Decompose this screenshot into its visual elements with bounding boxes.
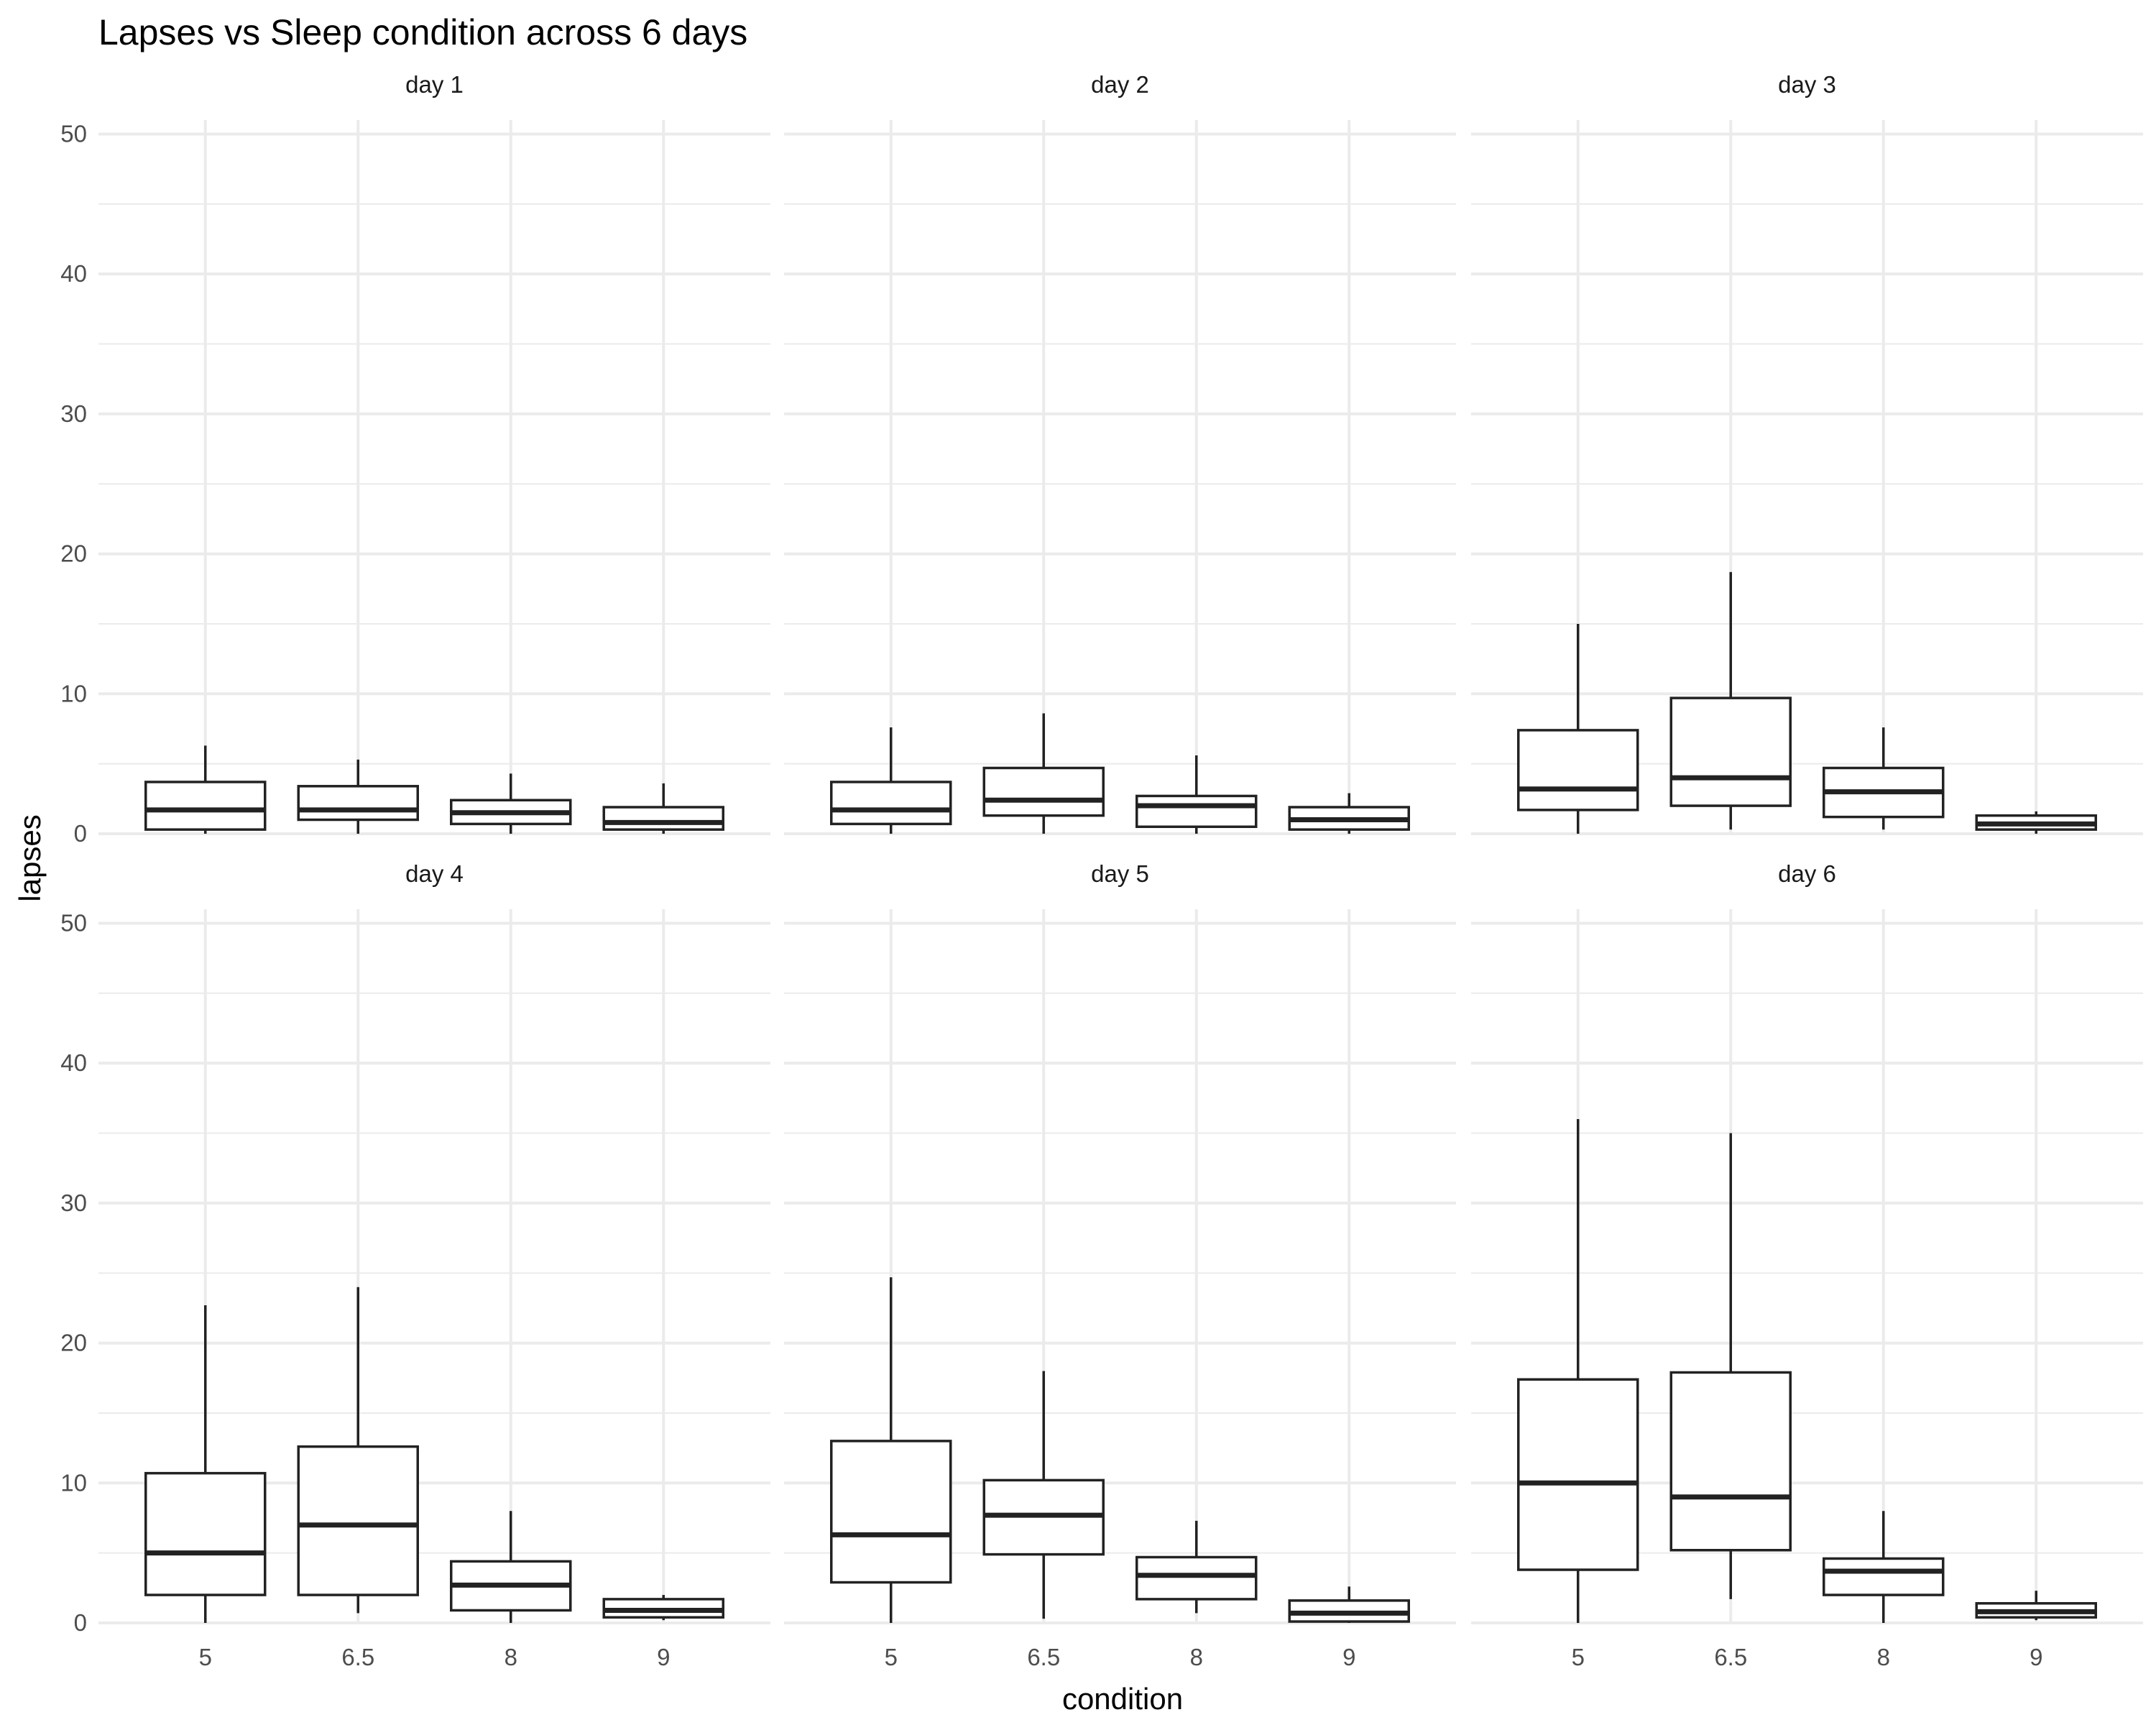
facet-panel: day 4 0 10 20 30 40 50 5 6.5 8 9: [60, 860, 770, 1670]
box-iqr: [1517, 729, 1639, 811]
boxplot-box-5: [144, 1305, 267, 1623]
chart-title: Lapses vs Sleep condition across 6 days: [98, 12, 747, 52]
box-iqr: [1669, 696, 1792, 807]
facet-label: day 4: [405, 860, 464, 887]
y-tick-label: 0: [74, 1609, 87, 1636]
boxplot-box-6.5: [982, 713, 1105, 834]
x-axis-title: condition: [1062, 1682, 1183, 1716]
y-tick-label: 30: [60, 1190, 87, 1216]
boxplot-box-8: [1135, 1520, 1258, 1614]
x-tick-label: 5: [1572, 1644, 1585, 1670]
y-tick-label: 0: [74, 820, 87, 847]
box-iqr: [982, 766, 1105, 817]
boxplot-box-8: [450, 773, 572, 834]
boxplot-box-5: [1517, 1119, 1639, 1623]
x-tick-label: 9: [1342, 1644, 1355, 1670]
y-axis-title: lapses: [13, 814, 47, 901]
box-iqr: [1669, 1371, 1792, 1552]
boxplot-box-5: [144, 745, 267, 834]
boxplot-box-6.5: [1669, 1133, 1792, 1599]
box-iqr: [1135, 1555, 1258, 1601]
facet-label: day 5: [1091, 860, 1149, 887]
boxplot-box-6.5: [982, 1371, 1105, 1619]
boxplot-box-9: [1975, 1591, 2097, 1621]
facet-label: day 3: [1778, 71, 1836, 98]
x-tick-label: 5: [199, 1644, 212, 1670]
x-tick-label: 9: [657, 1644, 670, 1670]
y-tick-label: 40: [60, 260, 87, 287]
facet-panel: day 6 5 6.5 8 9: [1471, 860, 2143, 1670]
box-iqr: [297, 1445, 419, 1596]
box-iqr: [830, 1440, 952, 1584]
box-iqr: [1517, 1378, 1639, 1571]
boxplot-box-9: [1288, 1586, 1410, 1623]
boxplot-box-8: [450, 1511, 572, 1623]
boxplot-box-8: [1823, 1511, 1945, 1623]
boxplot-box-6.5: [297, 759, 419, 834]
box-iqr: [1135, 794, 1258, 829]
y-tick-label: 20: [60, 540, 87, 567]
boxplot-box-9: [602, 1595, 724, 1621]
box-iqr: [144, 781, 267, 831]
box-iqr: [1823, 1557, 1945, 1596]
facet-panel: day 2: [784, 71, 1456, 835]
facet-panel: day 5 5 6.5 8 9: [784, 860, 1456, 1670]
y-tick-label: 50: [60, 909, 87, 936]
boxplot-box-5: [1517, 623, 1639, 834]
x-tick-label: 5: [885, 1644, 898, 1670]
boxplot-box-9: [1975, 811, 2097, 834]
x-tick-label: 6.5: [1027, 1644, 1060, 1670]
boxplot-box-9: [602, 783, 724, 834]
boxplot-box-8: [1135, 755, 1258, 834]
boxplot-box-5: [830, 727, 952, 834]
y-tick-label: 10: [60, 1469, 87, 1496]
x-tick-label: 9: [2030, 1644, 2042, 1670]
facet-label: day 1: [405, 71, 464, 98]
x-tick-label: 6.5: [1714, 1644, 1747, 1670]
boxplot-box-6.5: [297, 1287, 419, 1614]
box-iqr: [297, 785, 419, 822]
facet-panel: day 3: [1471, 71, 2143, 835]
y-tick-label: 40: [60, 1049, 87, 1076]
y-tick-label: 10: [60, 680, 87, 707]
y-tick-label: 20: [60, 1330, 87, 1356]
box-iqr: [602, 806, 724, 831]
x-tick-label: 8: [1190, 1644, 1203, 1670]
y-tick-label: 30: [60, 400, 87, 427]
facet-label: day 2: [1091, 71, 1149, 98]
x-tick-label: 8: [1877, 1644, 1890, 1670]
boxplot-box-9: [1288, 793, 1410, 834]
boxplot-box-5: [830, 1277, 952, 1623]
box-iqr: [830, 781, 952, 826]
facet-panels: day 1 0 10 20 30 40 50 day 2 day 3 day 4 0 10 20 30 40…: [60, 71, 2143, 1670]
box-iqr: [144, 1471, 267, 1596]
facet-label: day 6: [1778, 860, 1836, 887]
x-tick-label: 8: [505, 1644, 517, 1670]
boxplot-box-6.5: [1669, 571, 1792, 830]
facet-panel: day 1 0 10 20 30 40 50: [60, 71, 770, 847]
boxplot-box-8: [1823, 727, 1945, 830]
y-tick-label: 50: [60, 120, 87, 147]
x-tick-label: 6.5: [341, 1644, 374, 1670]
